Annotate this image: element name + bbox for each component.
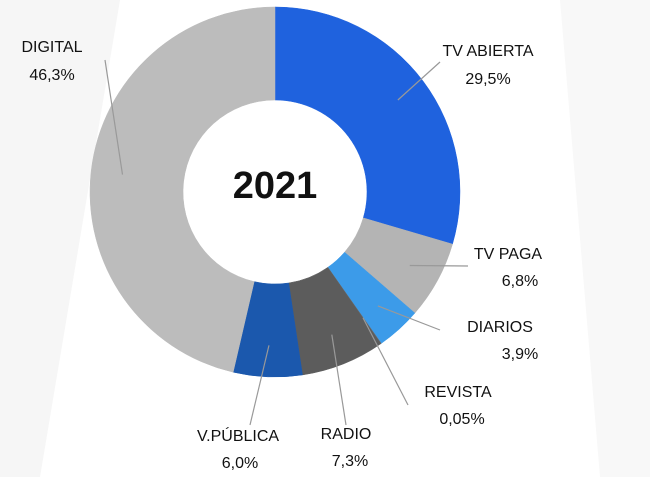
leader-line — [104, 59, 124, 175]
value-label: 6,0% — [222, 455, 258, 472]
leader-line — [249, 345, 270, 426]
value-label: 7,3% — [332, 453, 368, 470]
leader-line — [377, 305, 441, 331]
value-label: 0,05% — [439, 411, 484, 428]
slice-label: V.PÚBLICA — [197, 426, 279, 445]
slice-label: TV ABIERTA — [443, 43, 534, 60]
slice-label: DIGITAL — [21, 39, 82, 56]
leader-line — [362, 317, 409, 406]
chart-title: 2021 — [233, 165, 318, 207]
value-label: 46,3% — [29, 67, 74, 84]
slice-label: RADIO — [321, 426, 372, 443]
slice — [274, 6, 461, 245]
slice-label: DIARIOS — [467, 319, 533, 336]
background-shape — [0, 0, 120, 477]
value-label: 6,8% — [502, 273, 538, 290]
value-label: 3,9% — [502, 346, 538, 363]
value-label: 29,5% — [465, 71, 510, 88]
leader-line — [331, 334, 347, 426]
slice-label: REVISTA — [424, 384, 492, 401]
background-shape — [560, 0, 650, 477]
leader-line — [397, 61, 441, 101]
slice-label: TV PAGA — [474, 246, 542, 263]
donut — [89, 6, 461, 378]
